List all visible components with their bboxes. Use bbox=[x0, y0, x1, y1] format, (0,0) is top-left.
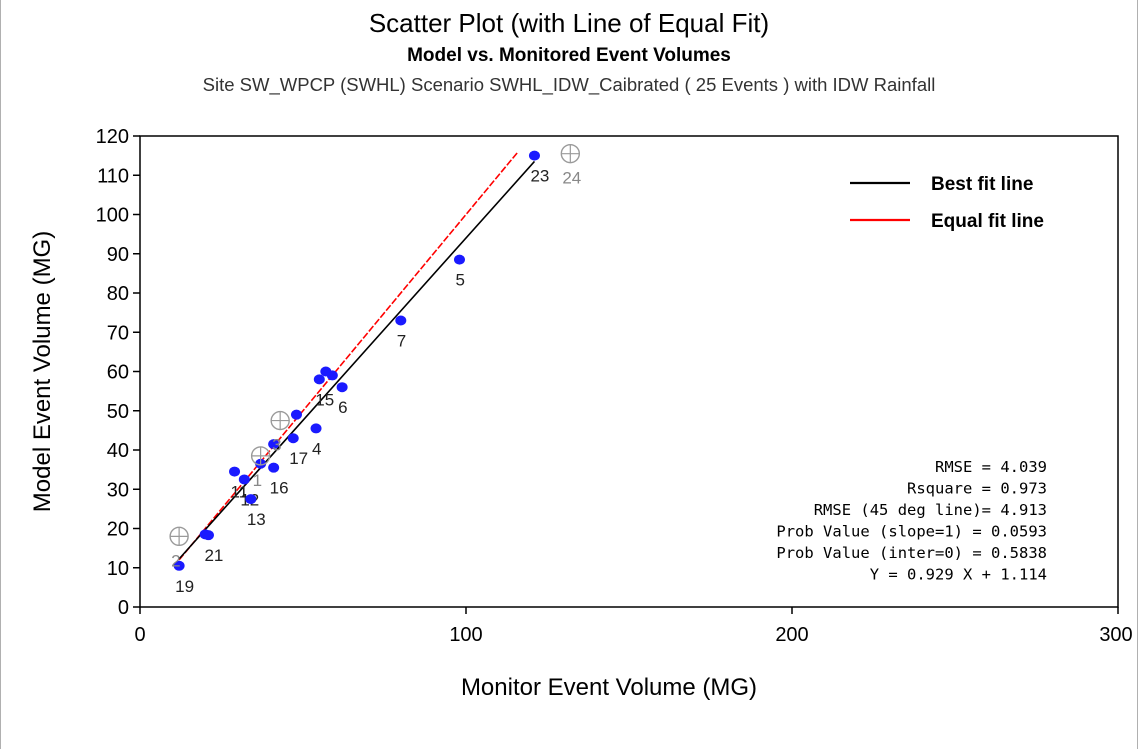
point-label: 4 bbox=[312, 439, 321, 458]
y-axis-title: Model Event Volume (MG) bbox=[29, 231, 56, 512]
y-tick-label: 30 bbox=[107, 479, 129, 501]
statistics-box: RMSE = 4.039 Rsquare = 0.973 RMSE (45 deg … bbox=[776, 458, 1047, 584]
data-point bbox=[310, 423, 322, 434]
y-tick-label: 90 bbox=[107, 244, 129, 266]
stat-line: Prob Value (inter=0) = 0.5838 bbox=[776, 544, 1047, 562]
fit-lines bbox=[178, 151, 536, 561]
x-tick-label: 200 bbox=[775, 624, 808, 646]
y-tick-label: 10 bbox=[107, 558, 129, 580]
y-tick-label: 80 bbox=[107, 283, 129, 305]
plot-axes: 0 10 20 30 40 50 60 70 80 90 100 110 120 0 100 200 300 bbox=[96, 126, 1133, 646]
legend-label: Equal fit line bbox=[931, 211, 1044, 232]
equal-fit-line bbox=[178, 151, 519, 561]
y-tick-label: 20 bbox=[107, 519, 129, 541]
point-label: 16 bbox=[270, 479, 289, 498]
legend-label: Best fit line bbox=[931, 174, 1033, 195]
data-point bbox=[336, 382, 348, 393]
x-tick-label: 0 bbox=[134, 624, 145, 646]
y-tick-label: 70 bbox=[107, 322, 129, 344]
y-tick-label: 110 bbox=[97, 165, 129, 187]
data-point bbox=[395, 315, 407, 326]
y-tick-label: 60 bbox=[107, 362, 129, 384]
excluded-point-label: 2 bbox=[171, 551, 180, 570]
y-tick-label: 100 bbox=[96, 205, 129, 227]
data-point bbox=[173, 560, 185, 571]
excluded-point-label: 1 bbox=[253, 471, 262, 490]
x-axis-title: Monitor Event Volume (MG) bbox=[461, 674, 757, 701]
point-label: 11 bbox=[231, 483, 249, 502]
point-label: 13 bbox=[247, 510, 266, 529]
point-label: 5 bbox=[455, 271, 464, 290]
best-fit-line bbox=[178, 160, 536, 560]
point-label: 15 bbox=[315, 390, 334, 409]
data-point bbox=[326, 370, 338, 381]
stat-line: Rsquare = 0.973 bbox=[907, 480, 1047, 498]
data-point bbox=[290, 409, 302, 420]
data-point bbox=[453, 254, 465, 265]
y-tick-label: 40 bbox=[107, 440, 129, 462]
data-point bbox=[528, 150, 540, 161]
excluded-point-label: 3 bbox=[272, 436, 281, 455]
legend: Best fit line Equal fit line bbox=[850, 174, 1044, 232]
data-point bbox=[238, 474, 250, 485]
stat-line: RMSE = 4.039 bbox=[935, 458, 1047, 476]
point-label: 23 bbox=[530, 167, 549, 186]
data-point bbox=[245, 494, 257, 505]
stat-line: RMSE (45 deg line)= 4.913 bbox=[814, 501, 1047, 519]
x-tick-label: 300 bbox=[1099, 624, 1132, 646]
stat-line: Prob Value (slope=1) = 0.0593 bbox=[776, 523, 1047, 541]
excluded-point-label: 24 bbox=[562, 169, 581, 188]
chart-title: Scatter Plot (with Line of Equal Fit) bbox=[368, 8, 770, 38]
x-tick-label: 100 bbox=[449, 624, 482, 646]
data-point bbox=[313, 374, 325, 385]
y-tick-label: 0 bbox=[118, 597, 129, 619]
point-label: 6 bbox=[338, 398, 347, 417]
data-points: 192111121316174156752321324 bbox=[169, 143, 581, 596]
chart-subtitle: Model vs. Monitored Event Volumes bbox=[407, 45, 731, 66]
data-point bbox=[287, 433, 299, 444]
y-tick-label: 120 bbox=[96, 126, 129, 148]
y-tick-label: 50 bbox=[107, 401, 129, 423]
data-point bbox=[268, 439, 280, 450]
point-label: 21 bbox=[204, 546, 223, 565]
point-label: 7 bbox=[397, 331, 406, 350]
chart-caption: Site SW_WPCP (SWHL) Scenario SWHL_IDW_Ca… bbox=[202, 74, 936, 95]
data-point bbox=[202, 530, 214, 541]
data-point bbox=[268, 462, 280, 473]
stat-line: Y = 0.929 X + 1.114 bbox=[870, 566, 1047, 584]
point-label: 17 bbox=[289, 449, 308, 468]
data-point bbox=[229, 466, 241, 477]
point-label: 19 bbox=[175, 577, 194, 596]
